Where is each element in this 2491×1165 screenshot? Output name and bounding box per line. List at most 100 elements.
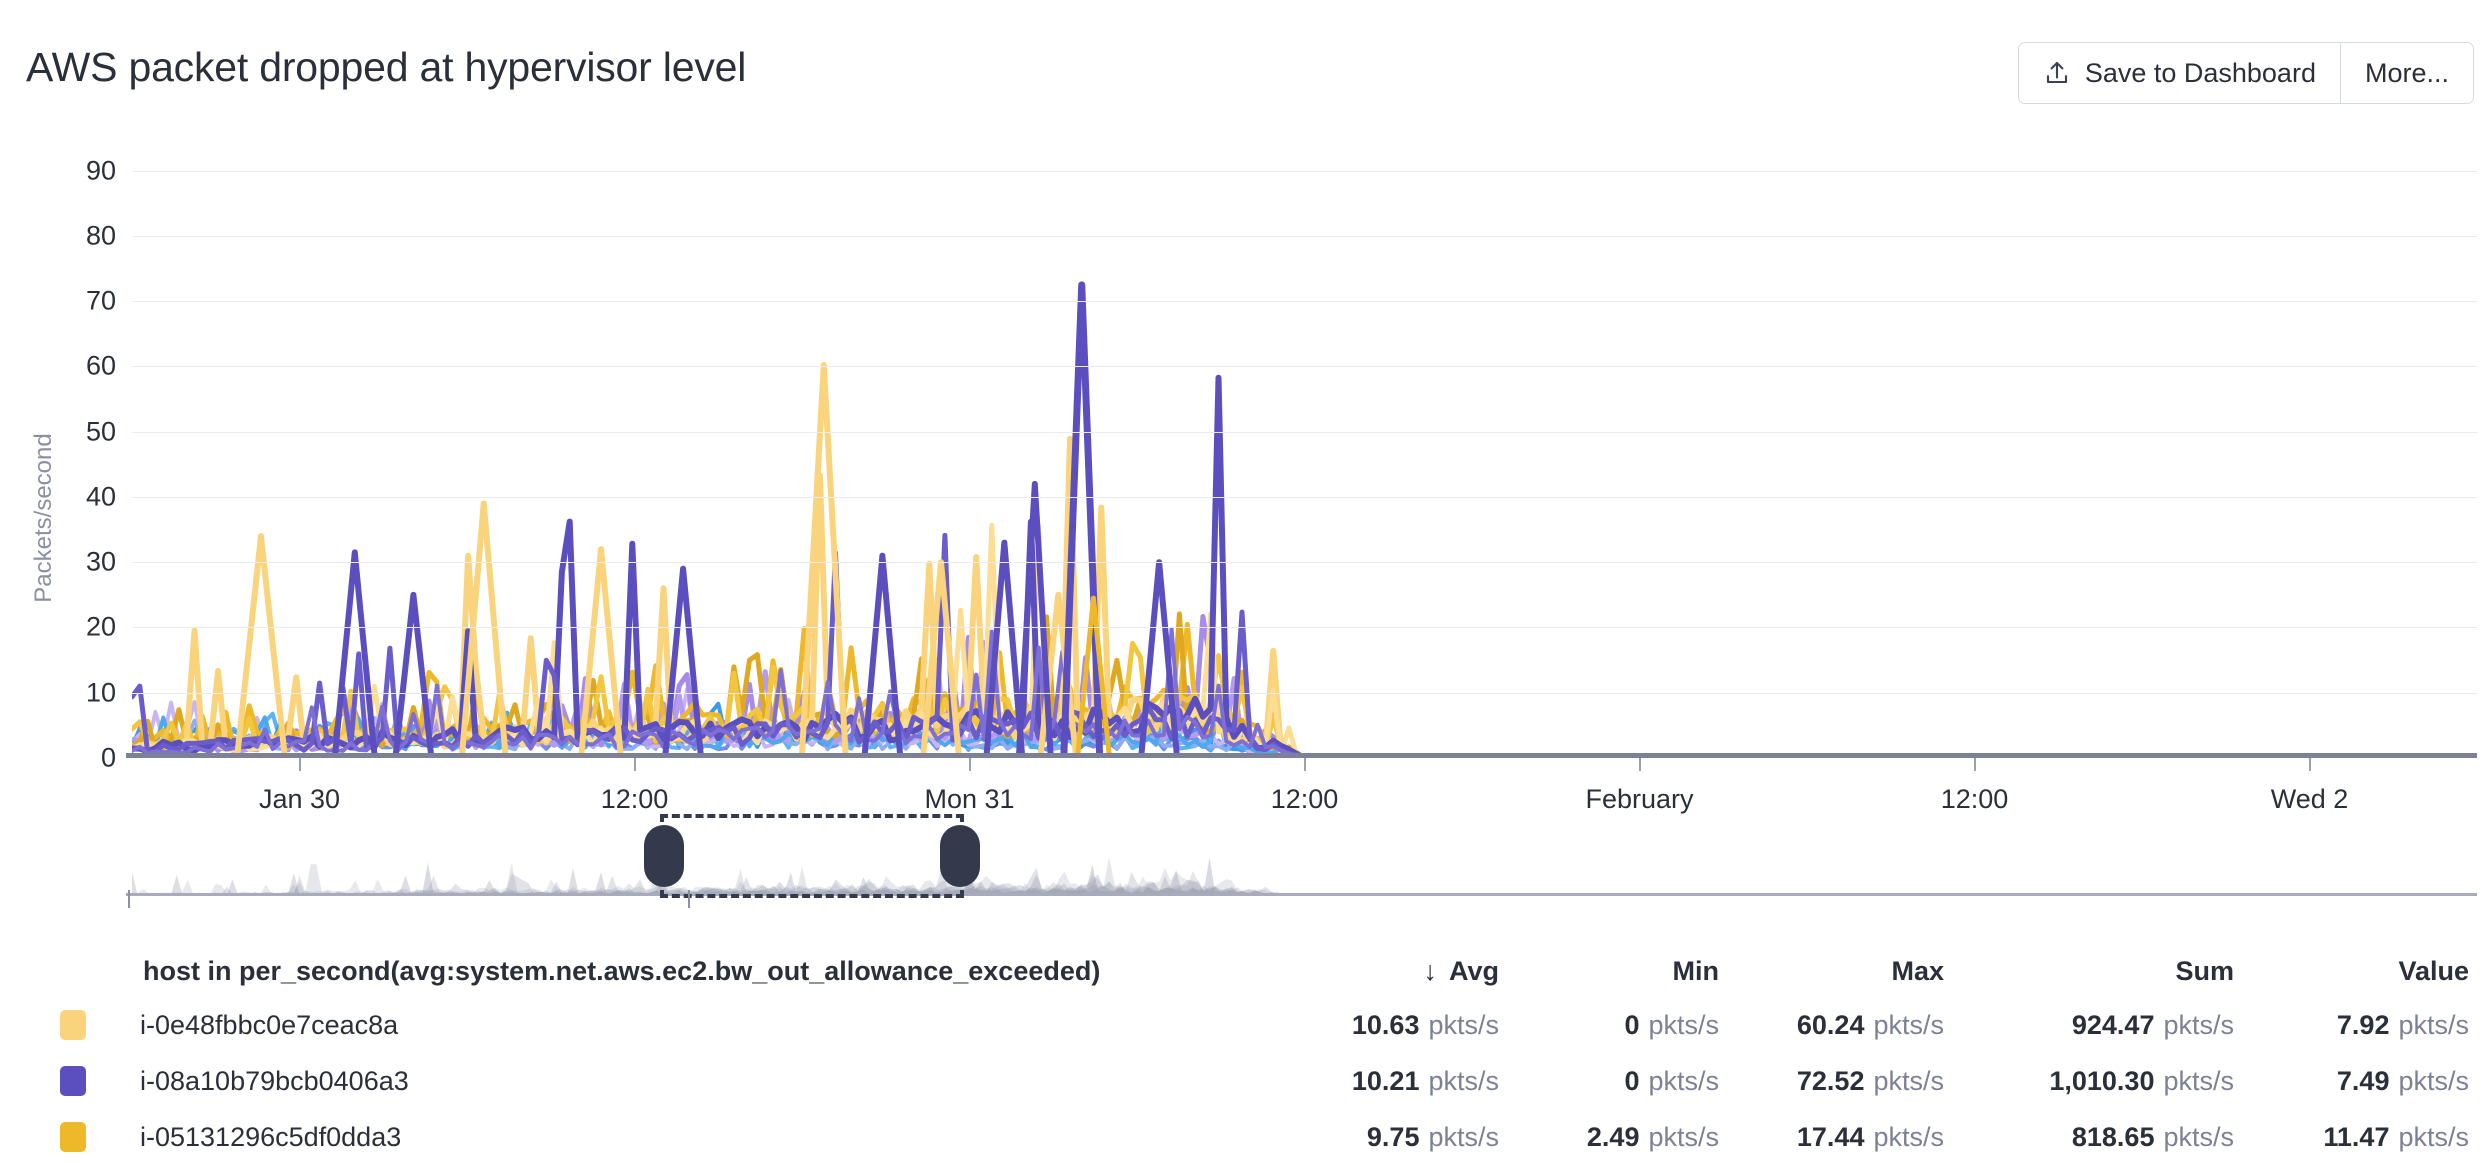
legend-cell-max: 72.52 pkts/s xyxy=(1719,1066,1944,1097)
gridline xyxy=(132,301,2477,303)
column-header-avg[interactable]: ↓ Avg xyxy=(1244,956,1499,987)
y-axis-tick-label: 40 xyxy=(85,481,116,512)
y-axis-label: Packets/second xyxy=(30,433,57,603)
save-to-dashboard-label: Save to Dashboard xyxy=(2084,57,2316,88)
gridline xyxy=(132,627,2477,629)
legend-cell-max: 17.44 pkts/s xyxy=(1719,1122,1944,1153)
y-axis-tick-label: 20 xyxy=(85,611,116,642)
series-peak xyxy=(1074,595,1112,758)
series-color-swatch[interactable] xyxy=(60,1010,86,1040)
legend-value-cells: 10.21 pkts/s 0 pkts/s 72.52 pkts/s 1,010.30 pkt… xyxy=(1244,1053,2469,1109)
legend-column-headers: ↓ Avg Min Max Sum Value xyxy=(1244,945,2469,997)
page-title: AWS packet dropped at hypervisor level xyxy=(26,44,747,90)
legend-cell-value: 10.21 xyxy=(1351,1065,1420,1096)
legend-cell-unit: pkts/s xyxy=(2398,1121,2469,1152)
legend-cell-value: 7.92 pkts/s xyxy=(2234,1010,2469,1041)
series-line xyxy=(132,435,2477,758)
series-line xyxy=(132,532,2477,758)
series-color-swatch[interactable] xyxy=(60,1066,86,1096)
legend-row[interactable]: i-08a10b79bcb0406a3 10.21 pkts/s 0 pkts/s 72.… xyxy=(0,1053,2491,1109)
series-line xyxy=(132,374,2477,758)
legend-cell-unit: pkts/s xyxy=(2163,1121,2234,1152)
legend-row[interactable]: i-0e48fbbc0e7ceac8a 10.63 pkts/s 0 pkts/s 60.… xyxy=(0,997,2491,1053)
minimap-series xyxy=(132,867,2477,896)
minimap-selection-box[interactable] xyxy=(643,814,981,898)
x-axis-tick-label: Mon 31 xyxy=(924,784,1015,814)
column-header-label: Value xyxy=(2398,955,2469,986)
column-header-label: Max xyxy=(1891,955,1944,986)
legend-cell-value: 11.47 pkts/s xyxy=(2234,1122,2469,1153)
x-axis-tick-label: 12:00 xyxy=(1940,784,2009,814)
minimap-sparkline xyxy=(132,857,2477,896)
minimap-baseline xyxy=(126,893,2477,896)
x-axis-tick xyxy=(2308,758,2311,771)
legend-cell-value: 2.49 xyxy=(1586,1121,1640,1152)
minimap-series xyxy=(132,867,2477,896)
legend-cell-unit: pkts/s xyxy=(1648,1009,1719,1040)
more-label: More... xyxy=(2364,57,2449,88)
legend-cell-value: 11.47 xyxy=(2323,1121,2390,1152)
gridline xyxy=(132,431,2477,433)
legend-cell-value: 7.92 xyxy=(2336,1009,2390,1040)
legend-cell-value: 0 xyxy=(1624,1065,1640,1096)
more-button[interactable]: More... xyxy=(2339,43,2473,103)
panel-header: AWS packet dropped at hypervisor level S… xyxy=(0,0,2491,118)
legend-header-row: host in per_second(avg:system.net.aws.ec… xyxy=(0,945,2491,997)
legend-cell-unit: pkts/s xyxy=(1873,1065,1944,1096)
legend-cell-unit: pkts/s xyxy=(1428,1065,1499,1096)
series-line xyxy=(132,522,2477,758)
y-axis-tick-label: 80 xyxy=(85,220,116,251)
save-to-dashboard-button[interactable]: Save to Dashboard xyxy=(2018,43,2340,103)
column-header-min[interactable]: Min xyxy=(1499,956,1720,987)
y-axis-tick-label: 70 xyxy=(85,285,116,316)
plot-canvas[interactable]: 0 10 20 30 40 50 60 70 80 90 Jan 30 12:00 Mon 31 12:0… xyxy=(86,138,2477,814)
series-peak xyxy=(458,500,509,758)
legend-cell-value: 1,010.30 xyxy=(2049,1065,2155,1096)
gridline xyxy=(132,692,2477,694)
column-header-max[interactable]: Max xyxy=(1719,956,1944,987)
x-axis-tick xyxy=(1303,758,1306,771)
legend-cell-avg: 9.75 pkts/s xyxy=(1244,1122,1499,1153)
x-axis-tick-label: 12:00 xyxy=(1270,784,1339,814)
y-axis-tick-label: 10 xyxy=(85,677,116,708)
column-header-value[interactable]: Value xyxy=(2234,956,2469,987)
series-color-swatch[interactable] xyxy=(60,1122,86,1152)
legend-cell-unit: pkts/s xyxy=(1873,1009,1944,1040)
header-actions: Save to Dashboard More... xyxy=(2017,42,2474,104)
legend-cell-unit: pkts/s xyxy=(2398,1009,2469,1040)
legend-cell-value: 17.44 xyxy=(1796,1121,1865,1152)
minimap-start-tick xyxy=(128,890,130,908)
gridline xyxy=(132,366,2477,368)
y-axis-tick-label: 60 xyxy=(85,350,116,381)
time-range-minimap[interactable] xyxy=(126,814,2477,908)
legend-table: host in per_second(avg:system.net.aws.ec… xyxy=(0,945,2491,1165)
legend-cell-unit: pkts/s xyxy=(1428,1009,1499,1040)
legend-cell-unit: pkts/s xyxy=(1428,1121,1499,1152)
column-header-label: Sum xyxy=(2175,955,2234,986)
legend-value-cells: 9.75 pkts/s 2.49 pkts/s 17.44 pkts/s 818.65 pkt… xyxy=(1244,1109,2469,1165)
legend-cell-avg: 10.63 pkts/s xyxy=(1244,1010,1499,1041)
series-peak xyxy=(331,549,378,758)
legend-cell-unit: pkts/s xyxy=(1648,1065,1719,1096)
minimap-series xyxy=(132,868,2477,896)
y-axis-tick-label: 50 xyxy=(85,416,116,447)
legend-cell-value: 10.63 xyxy=(1351,1009,1420,1040)
minimap-selection-tick xyxy=(687,890,690,908)
legend-cell-unit: pkts/s xyxy=(1873,1121,1944,1152)
legend-query-label: host in per_second(avg:system.net.aws.ec… xyxy=(143,955,1101,986)
column-header-label: Avg xyxy=(1448,955,1499,986)
series-name-label: i-05131296c5df0dda3 xyxy=(140,1121,402,1152)
x-axis-tick-label: February xyxy=(1585,784,1694,814)
column-header-sum[interactable]: Sum xyxy=(1944,956,2234,987)
sort-descending-icon: ↓ xyxy=(1423,955,1437,986)
legend-cell-sum: 1,010.30 pkts/s xyxy=(1944,1066,2234,1097)
minimap-handle-right[interactable] xyxy=(940,825,981,887)
x-axis-tick-label: 12:00 xyxy=(600,784,669,814)
legend-cell-min: 0 pkts/s xyxy=(1499,1010,1719,1041)
legend-cell-value: 818.65 xyxy=(2071,1121,2155,1152)
legend-cell-unit: pkts/s xyxy=(2398,1065,2469,1096)
minimap-handle-left[interactable] xyxy=(643,825,684,887)
legend-row[interactable]: i-05131296c5df0dda3 9.75 pkts/s 2.49 pkts/s 1… xyxy=(0,1109,2491,1165)
legend-cell-sum: 818.65 pkts/s xyxy=(1944,1122,2234,1153)
legend-cell-unit: pkts/s xyxy=(2163,1065,2234,1096)
